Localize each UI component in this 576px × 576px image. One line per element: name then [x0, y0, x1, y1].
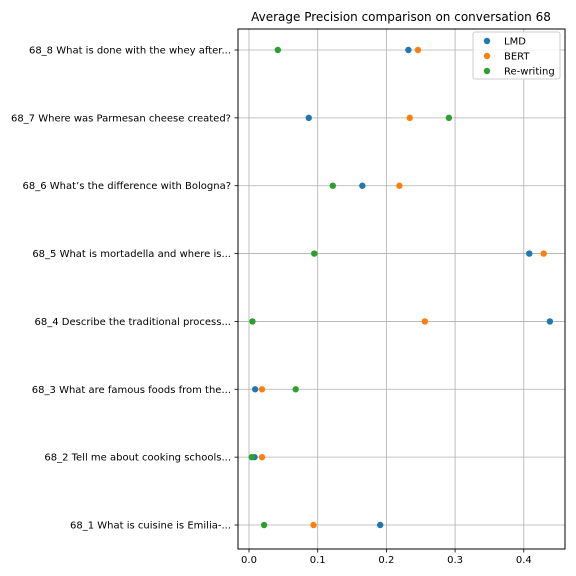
- lmd-point: [305, 114, 312, 122]
- y-tick-label: 68_8 What is done with the whey after...: [29, 46, 231, 57]
- re-writing-point: [445, 114, 453, 122]
- lmd-point: [526, 250, 533, 257]
- bert-point: [258, 386, 266, 393]
- lmd-point: [377, 521, 384, 529]
- re-writing-point: [311, 250, 318, 257]
- bert-point: [421, 318, 429, 325]
- legend-marker: [483, 67, 491, 75]
- bert-point: [540, 250, 547, 257]
- bert-point: [406, 114, 413, 122]
- data-points: [248, 46, 554, 529]
- re-writing-point: [292, 386, 299, 393]
- re-writing-point: [248, 453, 255, 461]
- re-writing-point: [329, 182, 337, 189]
- legend-label: LMD: [504, 37, 526, 48]
- legend-label: BERT: [504, 52, 530, 63]
- lmd-point: [546, 318, 554, 325]
- lmd-point: [405, 46, 412, 54]
- y-tick-label: 68_1 What is cuisine is Emilia-...: [70, 521, 231, 532]
- plot-frame: [237, 28, 566, 550]
- x-tick-label: 0.0: [241, 555, 257, 566]
- x-tick-label: 0.3: [447, 555, 463, 566]
- y-tick-label: 68_4 Describe the traditional process...: [35, 317, 231, 328]
- lmd-point: [359, 182, 366, 189]
- chart-title: Average Precision comparison on conversa…: [251, 10, 551, 24]
- x-tick-label: 0.1: [310, 555, 326, 566]
- legend-marker: [483, 37, 491, 45]
- axis-ticks: 0.0 0.1 0.2 0.3 0.4 68_1 What is cuisine is E…: [11, 46, 532, 567]
- bert-point: [414, 46, 422, 54]
- y-tick-label: 68_2 Tell me about cooking schools...: [44, 453, 231, 464]
- y-tick-label: 68_6 What’s the difference with Bologna?: [23, 181, 231, 192]
- x-tick-label: 0.4: [516, 555, 532, 566]
- bert-point: [258, 453, 266, 461]
- legend-box: [472, 31, 561, 80]
- re-writing-point: [249, 318, 256, 325]
- y-tick-label: 68_5 What is mortadella and where is...: [32, 249, 231, 260]
- bert-point: [310, 521, 317, 529]
- legend: LMD BERT Re-writing: [472, 31, 561, 80]
- re-writing-point: [274, 46, 282, 54]
- x-tick-label: 0.2: [378, 555, 394, 566]
- bert-point: [396, 182, 403, 189]
- legend-marker: [483, 52, 491, 60]
- y-tick-label: 68_7 Where was Parmesan cheese created?: [11, 113, 231, 124]
- legend-label: Re-writing: [504, 67, 555, 78]
- re-writing-point: [260, 521, 268, 529]
- y-tick-label: 68_3 What are famous foods from the...: [32, 385, 231, 396]
- lmd-point: [251, 386, 259, 393]
